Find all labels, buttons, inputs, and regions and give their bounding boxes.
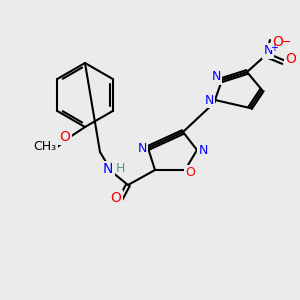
Text: N: N <box>198 143 208 157</box>
Text: O: O <box>185 167 195 179</box>
Text: N: N <box>204 94 214 106</box>
Text: −: − <box>281 35 291 49</box>
Text: N: N <box>137 142 147 154</box>
Text: O: O <box>111 191 122 205</box>
Text: N: N <box>103 162 113 176</box>
Text: N: N <box>211 70 221 83</box>
Text: O: O <box>273 35 283 49</box>
Text: +: + <box>270 43 278 53</box>
Text: N: N <box>263 44 273 58</box>
Text: O: O <box>286 52 296 66</box>
Text: O: O <box>60 130 70 144</box>
Text: CH₃: CH₃ <box>33 140 57 154</box>
Text: H: H <box>115 163 125 176</box>
